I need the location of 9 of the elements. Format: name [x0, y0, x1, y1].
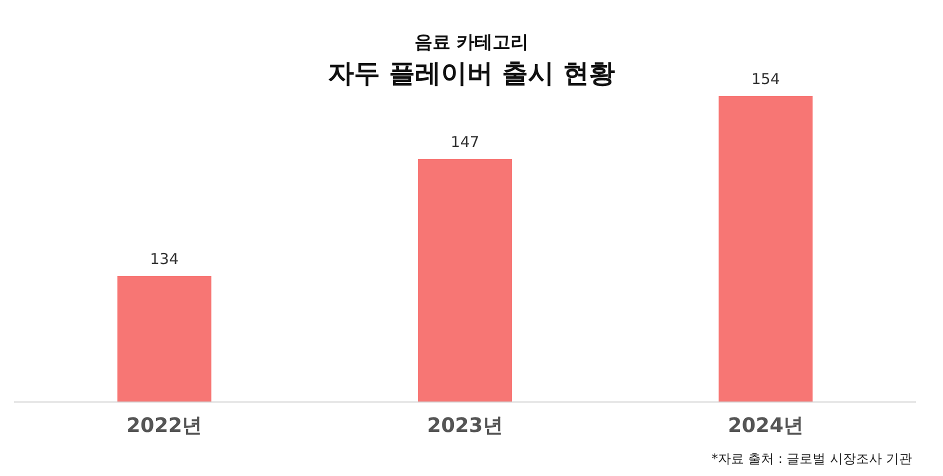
text: *자료 출처 : 글로벌 시장조사 기관	[711, 452, 912, 467]
data-label: 134	[150, 250, 179, 268]
data-label: 147	[450, 133, 480, 151]
x-tick-label: 2024년	[728, 413, 804, 437]
x-tick-label: 2022년	[126, 413, 202, 437]
chart-subtitle: 음료 카테고리	[414, 32, 529, 53]
data-label: 154	[751, 70, 780, 88]
x-tick-label: 2023년	[427, 413, 503, 437]
chart-title: 자두 플레이버 출시 현황	[328, 59, 616, 89]
